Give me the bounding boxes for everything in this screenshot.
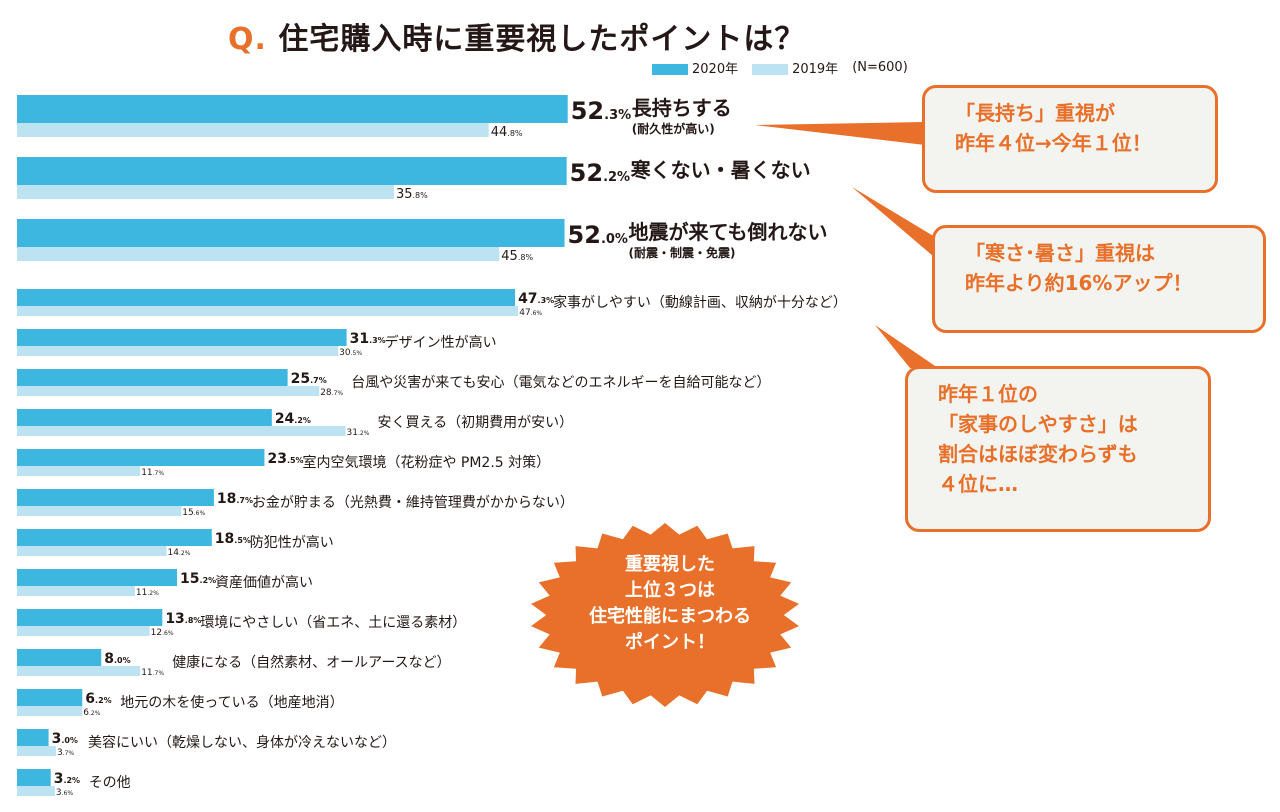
bar-2020 bbox=[17, 409, 272, 426]
bar-2019 bbox=[17, 466, 141, 476]
chart-title: Q. 住宅購入時に重要視したポイントは？ bbox=[228, 14, 805, 58]
value-label-2020: 52.3% bbox=[571, 97, 631, 125]
value-label-2020: 23.5% bbox=[267, 451, 303, 467]
value-label-2019: 3.7% bbox=[57, 748, 74, 758]
category-label: 環境にやさしい（省エネ、土に還る素材） bbox=[200, 615, 466, 631]
category-label: 長持ちする bbox=[632, 96, 732, 120]
value-label-2020: 52.2% bbox=[570, 159, 630, 187]
bar-2019 bbox=[17, 506, 182, 516]
bar-2019 bbox=[17, 586, 135, 596]
value-label-2019: 11.2% bbox=[136, 588, 159, 598]
bar-2020 bbox=[17, 369, 288, 386]
value-label-2019: 15.6% bbox=[182, 508, 205, 518]
value-label-2019: 47.6% bbox=[519, 308, 542, 318]
value-label-2020: 18.5% bbox=[215, 531, 251, 547]
title-text: 住宅購入時に重要視したポイントは？ bbox=[278, 22, 806, 57]
value-label-2020: 6.2% bbox=[85, 691, 111, 707]
bar-2020 bbox=[17, 729, 49, 746]
bar-2019 bbox=[17, 346, 339, 356]
bar-2020 bbox=[17, 689, 83, 706]
value-label-2019: 45.8% bbox=[501, 249, 533, 264]
bar-2020 bbox=[17, 449, 265, 466]
value-label-2019: 11.7% bbox=[141, 468, 164, 478]
category-sublabel: (耐久性が高い) bbox=[632, 121, 715, 136]
bar-2019 bbox=[17, 426, 346, 436]
value-label-2019: 3.6% bbox=[56, 788, 73, 798]
value-label-2020: 25.7% bbox=[291, 371, 327, 387]
value-label-2020: 13.8% bbox=[165, 611, 201, 627]
value-label-2019: 6.2% bbox=[83, 708, 100, 718]
value-label-2019: 28.7% bbox=[320, 388, 343, 398]
bar-2020 bbox=[17, 95, 568, 123]
value-label-2019: 31.2% bbox=[347, 428, 370, 438]
legend-2020: 2020年 bbox=[652, 58, 738, 77]
category-label: 地元の木を使っている（地産地消） bbox=[120, 694, 343, 711]
category-label: 家事がしやすい（動線計画、収納が十分など） bbox=[553, 294, 847, 311]
bar-2020 bbox=[17, 649, 102, 666]
value-label-2019: 14.2% bbox=[168, 548, 191, 558]
category-label: デザイン性が高い bbox=[385, 334, 497, 351]
value-label-2020: 47.3% bbox=[518, 291, 554, 307]
callout-pointer-3 bbox=[875, 325, 938, 368]
value-label-2019: 12.6% bbox=[151, 628, 174, 638]
category-label: 防犯性が高い bbox=[250, 534, 334, 551]
bar-2019 bbox=[17, 546, 167, 556]
category-label: 安く買える（初期費用が安い） bbox=[378, 414, 574, 431]
category-label: 美容にいい（乾燥しない、身体が冷えないなど） bbox=[88, 734, 396, 751]
callout-durability: 「長持ち」重視が 昨年４位→今年１位！ bbox=[922, 85, 1218, 193]
sample-size: (N=600) bbox=[852, 60, 908, 75]
callout-temperature: 「寒さ･暑さ」重視は 昨年より約16%アップ！ bbox=[932, 225, 1266, 333]
value-label-2019: 30.5% bbox=[339, 348, 362, 358]
category-label: 台風や災害が来ても安心（電気などのエネルギーを自給可能など） bbox=[351, 375, 770, 391]
starburst-badge bbox=[531, 523, 799, 707]
bar-2019 bbox=[17, 123, 489, 137]
legend-2019: 2019年 bbox=[752, 58, 838, 77]
callout-housework: 昨年１位の 「家事のしやすさ」は 割合はほぼ変わらずも ４位に… bbox=[905, 366, 1211, 532]
bar-2020 bbox=[17, 529, 212, 546]
bar-2019 bbox=[17, 386, 320, 396]
callout-pointer-1 bbox=[755, 122, 925, 145]
bar-2019 bbox=[17, 746, 56, 756]
value-label-2020: 3.2% bbox=[54, 771, 80, 787]
bar-2020 bbox=[17, 569, 178, 586]
callout-pointer-2 bbox=[852, 187, 940, 262]
category-label: お金が貯まる（光熱費・維持管理費がかからない） bbox=[252, 495, 574, 511]
value-label-2020: 3.0% bbox=[52, 731, 78, 747]
bar-2020 bbox=[17, 219, 565, 247]
category-label: 資産価値が高い bbox=[215, 574, 313, 591]
bar-2019 bbox=[17, 666, 141, 676]
category-label: 寒くない・暑くない bbox=[631, 158, 811, 182]
value-label-2020: 52.0% bbox=[568, 221, 628, 249]
category-label: 室内空気環境（花粉症や PM2.5 対策） bbox=[302, 454, 550, 471]
bar-2020 bbox=[17, 769, 51, 786]
title-prefix: Q. bbox=[228, 22, 267, 57]
category-label: 健康になる（自然素材、オールアースなど） bbox=[172, 654, 450, 671]
value-label-2020: 31.3% bbox=[350, 331, 386, 347]
category-label: その他 bbox=[89, 775, 131, 791]
bar-2020 bbox=[17, 157, 567, 185]
value-label-2019: 35.8% bbox=[396, 187, 428, 202]
bar-2019 bbox=[17, 185, 394, 199]
category-label: 地震が来ても倒れない bbox=[629, 220, 828, 244]
bar-2019 bbox=[17, 306, 519, 316]
bar-2020 bbox=[17, 609, 163, 626]
bar-2019 bbox=[17, 786, 55, 796]
value-label-2020: 24.2% bbox=[275, 411, 311, 427]
value-label-2020: 8.0% bbox=[104, 651, 130, 667]
category-sublabel: (耐震・制震・免震) bbox=[629, 245, 736, 260]
value-label-2019: 44.8% bbox=[491, 125, 523, 140]
value-label-2019: 11.7% bbox=[141, 668, 164, 678]
bar-2019 bbox=[17, 247, 500, 261]
bar-2019 bbox=[17, 706, 83, 716]
value-label-2020: 15.2% bbox=[180, 571, 216, 587]
legend: 2020年 2019年 (N=600) bbox=[652, 58, 908, 77]
value-label-2020: 18.7% bbox=[217, 491, 253, 507]
starburst-text: 重要視した 上位３つは 住宅性能にまつわる ポイント！ bbox=[589, 554, 751, 653]
bar-2019 bbox=[17, 626, 150, 636]
bar-2020 bbox=[17, 289, 516, 306]
bar-2020 bbox=[17, 489, 214, 506]
bar-2020 bbox=[17, 329, 347, 346]
